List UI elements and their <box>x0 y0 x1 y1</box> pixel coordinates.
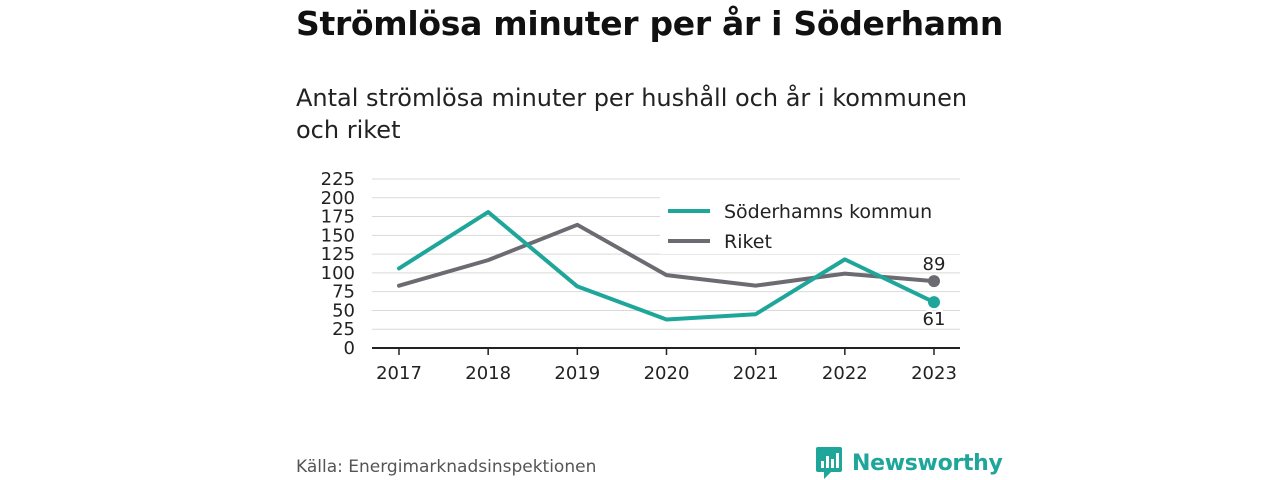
brand-logo: Newsworthy <box>815 446 1003 480</box>
end-marker-kommun <box>928 296 940 309</box>
y-tick-label: 200 <box>321 188 355 209</box>
y-tick-label: 50 <box>332 300 355 321</box>
y-tick-label: 125 <box>321 244 355 265</box>
y-tick-label: 175 <box>321 207 355 228</box>
x-tick-label: 2021 <box>733 363 779 384</box>
series-line-riket <box>397 222 936 288</box>
legend-label: Riket <box>724 231 772 253</box>
legend-label: Söderhamns kommun <box>724 201 932 223</box>
x-tick-label: 2017 <box>376 363 422 384</box>
x-tick-label: 2019 <box>554 363 600 384</box>
chart-title: Strömlösa minuter per år i Söderhamn <box>296 4 1004 43</box>
x-tick-label: 2020 <box>644 363 690 384</box>
source-note: Källa: Energimarknadsinspektionen <box>296 457 597 477</box>
x-tick-label: 2018 <box>465 363 511 384</box>
y-tick-label: 100 <box>321 263 355 284</box>
y-tick-label: 225 <box>321 169 355 190</box>
y-tick-label: 75 <box>332 282 355 303</box>
x-tick-label: 2023 <box>911 363 957 384</box>
x-tick-label: 2022 <box>822 363 868 384</box>
y-tick-label: 25 <box>332 319 355 340</box>
series-line-kommun <box>397 210 936 322</box>
brand-name: Newsworthy <box>852 450 1003 476</box>
end-marker-riket <box>928 275 940 288</box>
end-label-kommun: 61 <box>923 309 946 330</box>
end-label-riket: 89 <box>923 254 946 275</box>
chart-subtitle: Antal strömlösa minuter per hushåll och … <box>296 84 968 144</box>
y-tick-label: 0 <box>344 338 355 359</box>
newsworthy-logo-icon <box>816 447 842 479</box>
y-tick-label: 150 <box>321 225 355 246</box>
